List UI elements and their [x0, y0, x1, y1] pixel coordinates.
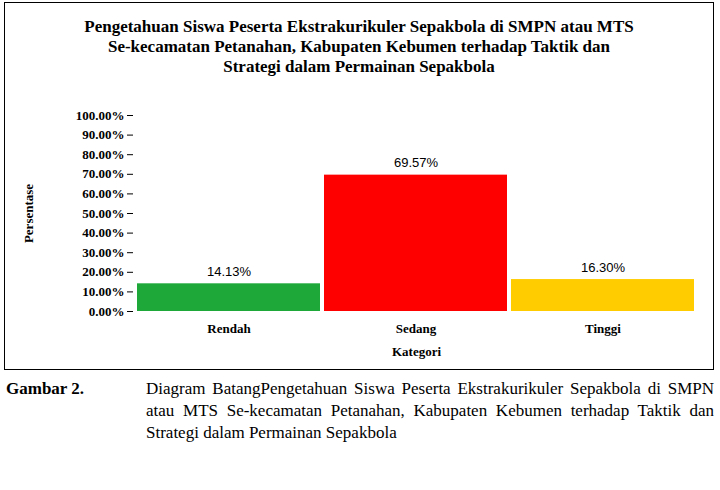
html-text:Pengetahuan Siswa Peserta Ekst: Pengetahuan Siswa Peserta Ekstrakurikule…	[84, 17, 634, 76]
svg-text:16.30%: 16.30%	[581, 260, 626, 275]
html-text:Gambar 2.: Gambar 2.	[6, 379, 85, 398]
svg-text:100.00%: 100.00%	[76, 108, 125, 123]
svg-text:70.00%: 70.00%	[82, 166, 124, 181]
svg-text:Rendah: Rendah	[207, 321, 251, 336]
svg-text:69.57%: 69.57%	[394, 155, 439, 170]
svg-text:Persentase: Persentase	[21, 184, 36, 243]
svg-text:30.00%: 30.00%	[82, 245, 124, 260]
svg-text:Kategori: Kategori	[392, 344, 441, 359]
html-text:Diagram BatangPengetahuan Sisw: Diagram BatangPengetahuan Siswa Peserta …	[146, 379, 714, 442]
svg-text:50.00%: 50.00%	[82, 206, 124, 221]
svg-text:80.00%: 80.00%	[82, 147, 124, 162]
svg-text:Tinggi: Tinggi	[585, 321, 621, 336]
svg-text:0.00%: 0.00%	[89, 304, 125, 319]
svg-text:40.00%: 40.00%	[82, 225, 124, 240]
svg-text:10.00%: 10.00%	[82, 284, 124, 299]
svg-text:90.00%: 90.00%	[82, 127, 124, 142]
svg-text:Sedang: Sedang	[396, 321, 437, 336]
svg-text:20.00%: 20.00%	[82, 264, 124, 279]
svg-text:60.00%: 60.00%	[82, 186, 124, 201]
svg-text:14.13%: 14.13%	[207, 264, 252, 279]
